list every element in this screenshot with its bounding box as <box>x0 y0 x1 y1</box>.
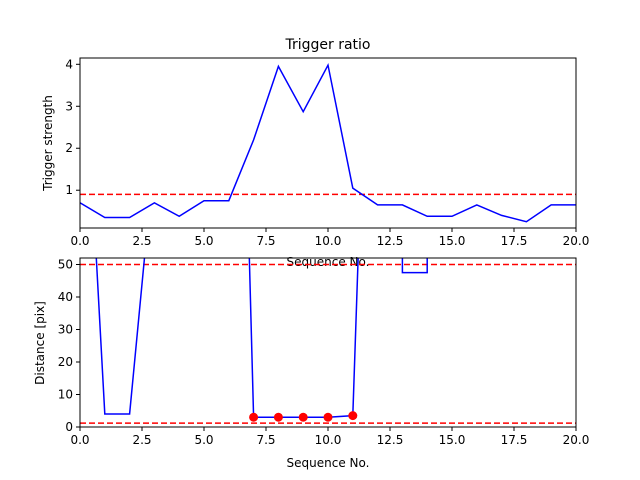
y-tick-label: 10 <box>58 388 73 402</box>
y-axis-label: Trigger strength <box>41 95 55 192</box>
data-point-marker <box>273 412 283 422</box>
x-tick-label: 0.0 <box>70 234 89 248</box>
chart-distance: Distance [pix] Sequence No. 0.0 2.5 5.0 7.5… <box>33 257 589 470</box>
x-axis: 0.0 2.5 5.0 7.5 10.0 12.5 15.0 17.5 20.0 <box>70 427 589 447</box>
y-tick-label: 0 <box>65 420 73 434</box>
y-tick-label: 50 <box>58 258 73 272</box>
y-tick-label: 2 <box>65 141 73 155</box>
y-tick-label: 3 <box>65 99 73 113</box>
y-tick-label: 1 <box>65 183 73 197</box>
x-tick-label: 20.0 <box>563 234 590 248</box>
x-tick-label: 12.5 <box>377 234 404 248</box>
x-tick-label: 2.5 <box>132 234 151 248</box>
series-line <box>401 258 428 274</box>
y-tick-label: 30 <box>58 323 73 337</box>
x-tick-label: 7.5 <box>256 433 275 447</box>
x-tick-label: 15.0 <box>439 234 466 248</box>
x-tick-label: 0.0 <box>70 433 89 447</box>
plot-area <box>80 258 576 424</box>
data-point-marker <box>323 412 333 422</box>
series-line <box>80 62 576 223</box>
x-tick-label: 20.0 <box>563 433 590 447</box>
plot-area <box>80 62 576 223</box>
x-tick-label: 12.5 <box>377 433 404 447</box>
x-axis: 0.0 2.5 5.0 7.5 10.0 12.5 15.0 17.5 20.0 <box>70 228 589 248</box>
data-point-marker <box>249 412 259 422</box>
chart-title: Trigger ratio <box>284 37 370 53</box>
x-tick-label: 15.0 <box>439 433 466 447</box>
y-tick-label: 40 <box>58 290 73 304</box>
x-tick-label: 10.0 <box>315 433 342 447</box>
x-tick-label: 5.0 <box>194 433 213 447</box>
x-axis-label: Sequence No. <box>287 255 370 269</box>
y-axis: 0 10 20 30 40 50 <box>58 258 80 434</box>
y-axis-label: Distance [pix] <box>33 301 47 385</box>
series-line <box>95 258 146 415</box>
x-tick-label: 10.0 <box>315 234 342 248</box>
data-point-marker <box>348 411 358 421</box>
x-tick-label: 7.5 <box>256 234 275 248</box>
y-axis: 1 2 3 4 <box>65 57 80 197</box>
x-tick-label: 5.0 <box>194 234 213 248</box>
y-tick-label: 20 <box>58 355 73 369</box>
x-tick-label: 17.5 <box>501 433 528 447</box>
x-tick-label: 2.5 <box>132 433 151 447</box>
data-point-marker <box>298 412 308 422</box>
x-axis-label: Sequence No. <box>287 456 370 470</box>
y-tick-label: 4 <box>65 57 73 71</box>
x-tick-label: 17.5 <box>501 234 528 248</box>
